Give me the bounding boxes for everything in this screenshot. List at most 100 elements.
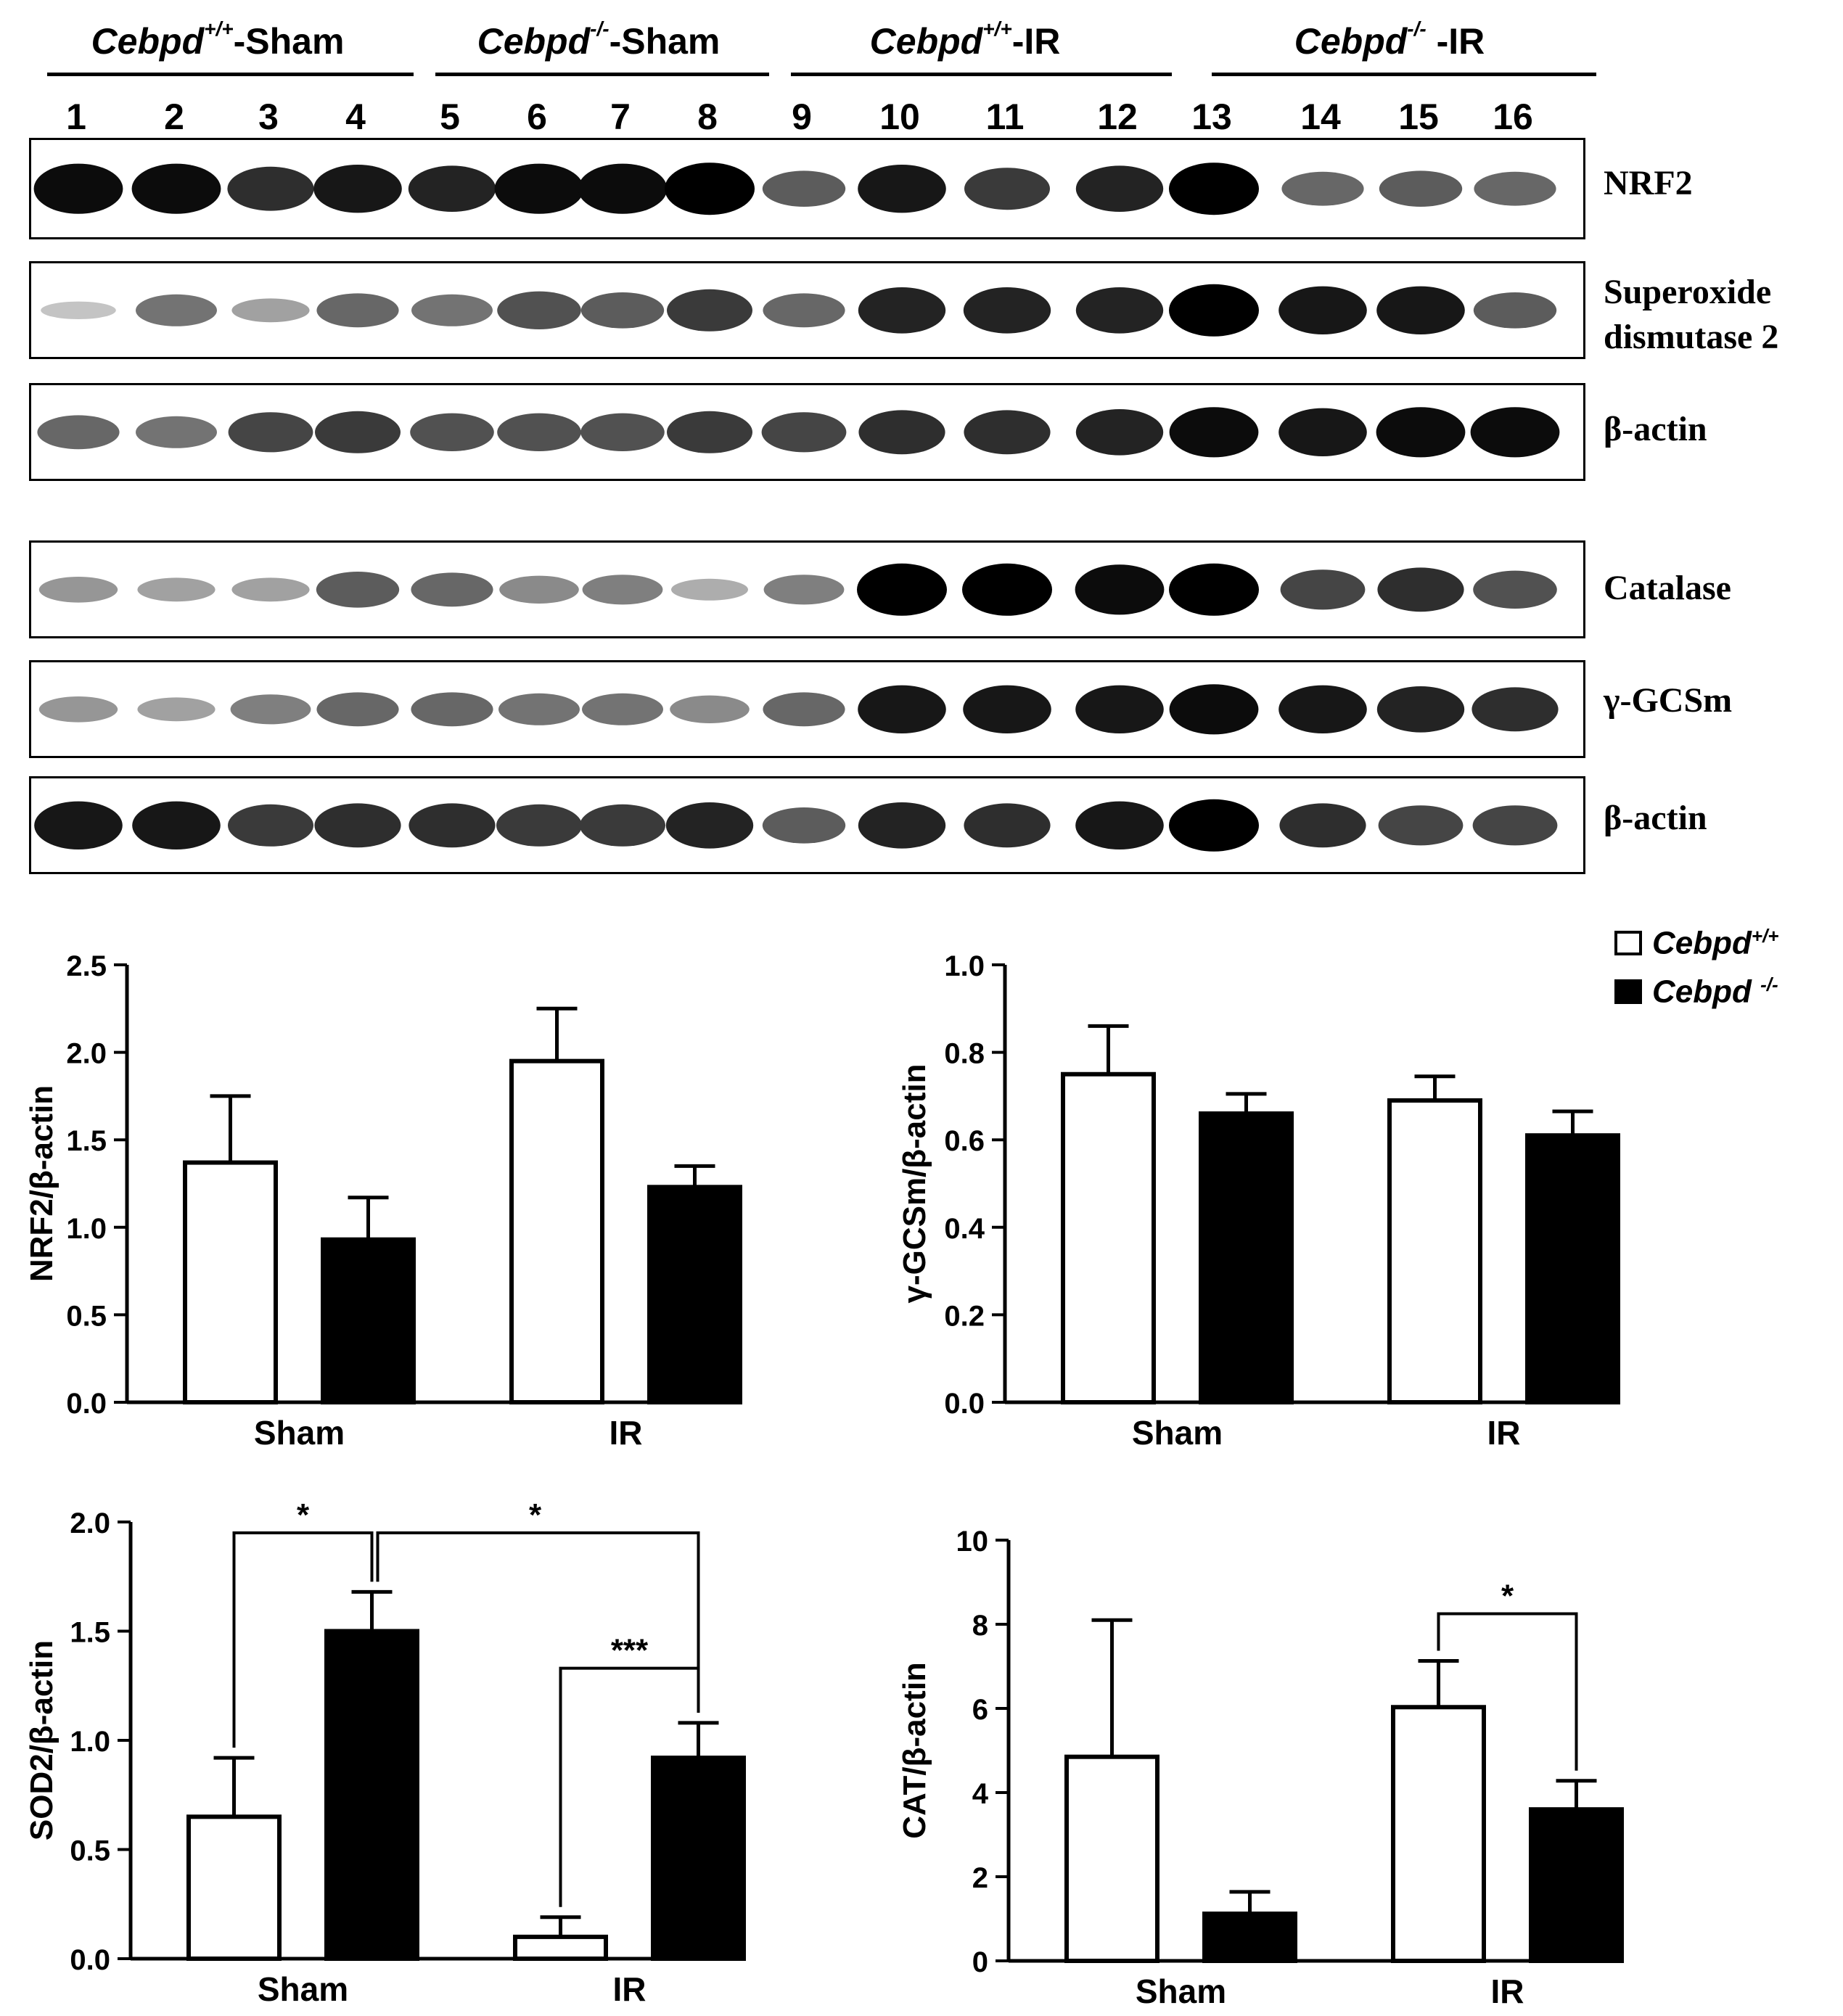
blot-band [1169, 407, 1259, 458]
y-tick-label: 1.0 [944, 950, 985, 982]
group-underline [435, 73, 769, 76]
blot-band [964, 410, 1051, 455]
x-category-label: Sham [258, 1970, 348, 2008]
blot-band [580, 292, 665, 329]
blot-band [315, 411, 401, 453]
group-condition: -IR [1426, 21, 1485, 62]
lane-number: 1 [66, 96, 86, 137]
lane-number: 13 [1191, 96, 1232, 137]
bar [509, 1058, 604, 1405]
blot-protein-label: Catalase [1604, 566, 1731, 611]
blot-band [409, 803, 496, 848]
blot-band [762, 170, 846, 207]
significance-label: * [297, 1497, 310, 1533]
blot-panel [29, 138, 1585, 239]
blot-band [411, 294, 493, 326]
bar [1529, 1807, 1624, 1963]
blot-band [1169, 799, 1259, 852]
blot-band [1378, 805, 1464, 846]
blot-band [314, 803, 401, 848]
blot-band [316, 572, 400, 608]
significance-bracket [376, 1531, 700, 1713]
bar [1061, 1071, 1156, 1404]
blot-band [964, 168, 1050, 210]
blot-band [763, 692, 845, 727]
lane-number: 5 [440, 96, 460, 137]
bar [1387, 1098, 1482, 1405]
y-tick-label: 0.2 [944, 1300, 985, 1332]
bar [1199, 1111, 1294, 1405]
blot-protein-label: Superoxide dismutase 2 [1604, 270, 1778, 360]
blot-band [227, 166, 314, 211]
y-tick-label: 0.6 [944, 1125, 985, 1157]
blot-panel [29, 261, 1585, 359]
blot-band [582, 575, 663, 605]
lane-number: 10 [879, 96, 920, 137]
y-tick-label: 0.8 [944, 1038, 985, 1070]
blot-band [410, 413, 494, 451]
blot-band [408, 165, 496, 212]
blot-band [763, 293, 845, 328]
y-axis-label: CAT/β-actin [897, 1662, 932, 1839]
y-tick-label: 1.5 [66, 1125, 107, 1157]
blot-band [1075, 564, 1165, 615]
blot-band [962, 563, 1052, 616]
lane-number: 3 [258, 96, 279, 137]
y-tick-label: 6 [972, 1694, 988, 1726]
blot-band [131, 163, 221, 214]
blot-band [1278, 286, 1367, 334]
y-tick-label: 10 [956, 1526, 989, 1558]
western-blot-figure: Cebpd+/+-Sham Cebpd-/--Sham Cebpd+/+-IR Ceb… [0, 0, 1843, 885]
significance-label: * [529, 1497, 542, 1533]
blot-protein-label: β-actin [1604, 796, 1707, 841]
chart-legend: Cebpd+/+ Cebpd -/- [1614, 925, 1778, 1010]
x-category-label: IR [609, 1414, 643, 1452]
lane-number: 15 [1398, 96, 1439, 137]
blot-band [1281, 171, 1364, 206]
blot-band [1379, 170, 1463, 207]
bar [324, 1629, 419, 1961]
y-axis-label: SOD2/β-actin [24, 1640, 59, 1840]
bar [651, 1756, 746, 1962]
blot-band [1472, 805, 1558, 846]
blot-band [761, 412, 847, 453]
blot-band [671, 578, 748, 601]
blot-band [1470, 407, 1560, 458]
blot-band [670, 695, 750, 723]
legend-swatch-white [1614, 931, 1642, 956]
x-category-label: IR [1491, 1972, 1524, 2010]
blot-band [228, 412, 313, 453]
group-underline [791, 73, 1172, 76]
blot-band [1376, 686, 1465, 733]
blot-band [1473, 292, 1557, 329]
blot-band [1376, 407, 1466, 458]
group-genotype: -/- [590, 17, 609, 40]
blot-protein-label-line: γ-GCSm [1604, 681, 1733, 720]
blot-band [499, 575, 579, 604]
blot-band [667, 289, 752, 332]
blot-band [231, 298, 310, 323]
y-tick-label: 0.0 [66, 1388, 107, 1420]
y-tick-label: 0.0 [944, 1388, 985, 1420]
blot-band [34, 801, 123, 849]
significance-bracket [559, 1666, 700, 1907]
blot-bands [38, 563, 1557, 616]
blot-band [578, 163, 668, 214]
blot-band [1473, 570, 1557, 609]
y-tick-label: 1.5 [70, 1617, 110, 1649]
lane-number: 4 [345, 96, 366, 137]
y-tick-label: 2.0 [70, 1507, 110, 1539]
y-tick-label: 0.4 [944, 1213, 985, 1245]
significance-label: *** [611, 1633, 649, 1669]
y-tick-label: 1.0 [70, 1726, 110, 1758]
blot-bands [34, 799, 1558, 852]
blot-band [33, 163, 123, 214]
bar [1525, 1133, 1620, 1405]
blot-band [1278, 408, 1367, 456]
group-gene: Cebpd [869, 21, 983, 62]
y-axis-label: γ-GCSm/β-actin [897, 1063, 932, 1303]
legend-item-wildtype: Cebpd+/+ [1614, 925, 1778, 962]
bar [321, 1237, 416, 1404]
blot-band [494, 163, 584, 214]
group-label: Cebpd-/- -IR [1201, 17, 1578, 62]
